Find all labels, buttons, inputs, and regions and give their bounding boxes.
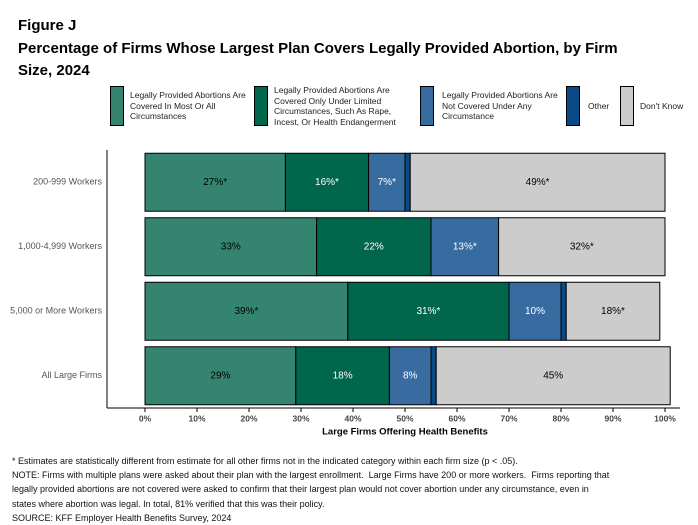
bar-segment [144, 346, 297, 406]
value-label: 27%* [203, 177, 227, 188]
notes: * Estimates are statistically different … [12, 454, 609, 525]
value-label: 13%* [453, 241, 477, 252]
y-tick-label: 200-999 Workers [33, 177, 102, 187]
bar-segment [144, 281, 349, 341]
x-tick-label: 80% [552, 413, 569, 423]
bar-segment [508, 281, 562, 341]
legend-label: Legally Provided Abortions Are Not Cover… [442, 86, 560, 126]
bar-segment [144, 217, 318, 277]
legend-label: Other [588, 86, 618, 126]
value-label: 33% [221, 241, 241, 252]
bar-segment [144, 152, 286, 212]
value-label: 10% [525, 306, 545, 317]
value-label: 7%* [378, 177, 396, 188]
x-tick-label: 70% [500, 413, 517, 423]
x-tick-label: 50% [396, 413, 413, 423]
x-tick-label: 10% [188, 413, 205, 423]
legend-label: Legally Provided Abortions Are Covered I… [130, 86, 248, 126]
bar-segment [565, 281, 661, 341]
figure-label: Figure J [18, 17, 77, 34]
legend-label: Don't Know [640, 86, 695, 126]
x-axis-label: Large Firms Offering Health Benefits [322, 427, 488, 438]
bar-segment [295, 346, 390, 406]
x-tick-label: 20% [240, 413, 257, 423]
value-label: 32%* [570, 241, 594, 252]
bar-segment [316, 217, 432, 277]
x-tick-label: 100% [654, 413, 676, 423]
y-tick-label: All Large Firms [41, 370, 102, 380]
bar-segment [347, 281, 510, 341]
legend-label: Legally Provided Abortions Are Covered O… [274, 85, 416, 127]
value-label: 8% [403, 370, 418, 381]
note-line: legally provided abortions are not cover… [12, 484, 589, 495]
value-label: 49%* [526, 177, 550, 188]
legend-swatch [254, 86, 268, 126]
legend-swatch [566, 86, 580, 126]
x-tick-label: 30% [292, 413, 309, 423]
legend-text: Legally Provided Abortions Are Not Cover… [442, 90, 558, 122]
y-tick-label: 1,000-4,999 Workers [18, 241, 102, 251]
x-tick-label: 60% [448, 413, 465, 423]
bar-segment [284, 152, 370, 212]
bar-segment [404, 152, 411, 212]
legend-swatch [420, 86, 434, 126]
value-label: 18% [333, 370, 353, 381]
note-line: * Estimates are statistically different … [12, 456, 518, 466]
bar-segment [430, 346, 437, 406]
note-line: states where abortion was legal. In tota… [12, 498, 325, 509]
value-label: 22% [364, 241, 384, 252]
value-label: 29% [210, 370, 230, 381]
value-label: 39%* [234, 306, 258, 317]
bar-segment [435, 346, 671, 406]
x-tick-label: 0% [139, 413, 152, 423]
value-label: 31%* [416, 306, 440, 317]
bar-segment [560, 281, 567, 341]
value-label: 45% [543, 370, 563, 381]
bar-segment [498, 217, 666, 277]
y-tick-label: 5,000 or More Workers [10, 306, 102, 316]
legend-text: Don't Know [640, 100, 684, 111]
value-label: 18%* [601, 306, 625, 317]
legend-swatch [110, 86, 124, 126]
value-label: 16%* [315, 177, 339, 188]
note-line: SOURCE: KFF Employer Health Benefits Sur… [12, 512, 232, 523]
legend-text: Other [588, 100, 610, 111]
bar-segment [430, 217, 500, 277]
bar-segment [388, 346, 432, 406]
legend-text: Legally Provided Abortions Are Covered I… [130, 90, 246, 122]
x-tick-label: 40% [344, 413, 361, 423]
chart-title: Percentage of Firms Whose Largest Plan C… [18, 40, 618, 79]
note-line: NOTE: Firms with multiple plans were ask… [12, 470, 610, 481]
bar-segment [409, 152, 666, 212]
legend-text: Legally Provided Abortions Are Covered O… [274, 85, 396, 127]
x-tick-label: 90% [604, 413, 621, 423]
legend-swatch [620, 86, 634, 126]
